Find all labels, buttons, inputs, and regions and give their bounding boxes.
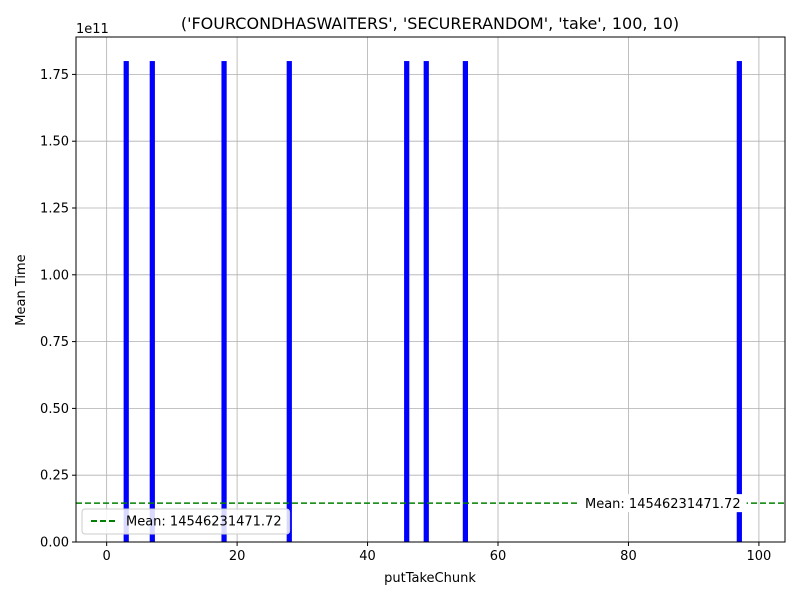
y-tick-label: 0.75 (40, 335, 69, 350)
bar (123, 61, 129, 543)
mean-annotation-background (579, 494, 747, 513)
x-tick-label: 0 (103, 549, 111, 564)
x-tick-label: 40 (359, 549, 376, 564)
y-axis-label: Mean Time (14, 254, 29, 325)
bar (423, 61, 429, 543)
chart-title: ('FOURCONDHASWAITERS', 'SECURERANDOM', '… (181, 14, 679, 33)
bar (221, 61, 227, 543)
bar (404, 61, 410, 543)
y-tick-label: 0.50 (40, 402, 69, 417)
mean-annotation-label: Mean: 14546231471.72 (585, 497, 741, 512)
y-axis-ticks: 0.00 0.25 0.50 0.75 1.00 1.25 1.50 1.75 (40, 68, 76, 551)
y-tick-label: 1.00 (40, 268, 69, 283)
legend-entry-mean: Mean: 14546231471.72 (126, 515, 282, 530)
bars (123, 61, 742, 543)
y-tick-label: 1.75 (40, 68, 69, 83)
bar (149, 61, 155, 543)
x-tick-label: 100 (746, 549, 771, 564)
y-axis-offset-label: 1e11 (76, 22, 109, 37)
legend: Mean: 14546231471.72 (81, 508, 291, 535)
grid (76, 37, 785, 543)
y-tick-label: 0.25 (40, 469, 69, 484)
y-tick-label: 1.50 (40, 135, 69, 150)
y-tick-label: 0.00 (40, 536, 69, 551)
x-tick-label: 80 (620, 549, 637, 564)
mean-annotation: Mean: 14546231471.72 (579, 494, 747, 513)
x-tick-label: 60 (490, 549, 507, 564)
bar (462, 61, 469, 543)
bar (286, 61, 292, 543)
legend-box (81, 508, 291, 535)
x-tick-label: 20 (229, 549, 246, 564)
x-axis-ticks: 0 20 40 60 80 100 (103, 542, 771, 564)
x-axis-label: putTakeChunk (384, 571, 476, 586)
axes-frame (75, 36, 786, 543)
bar (736, 61, 742, 543)
y-tick-label: 1.25 (40, 202, 69, 217)
